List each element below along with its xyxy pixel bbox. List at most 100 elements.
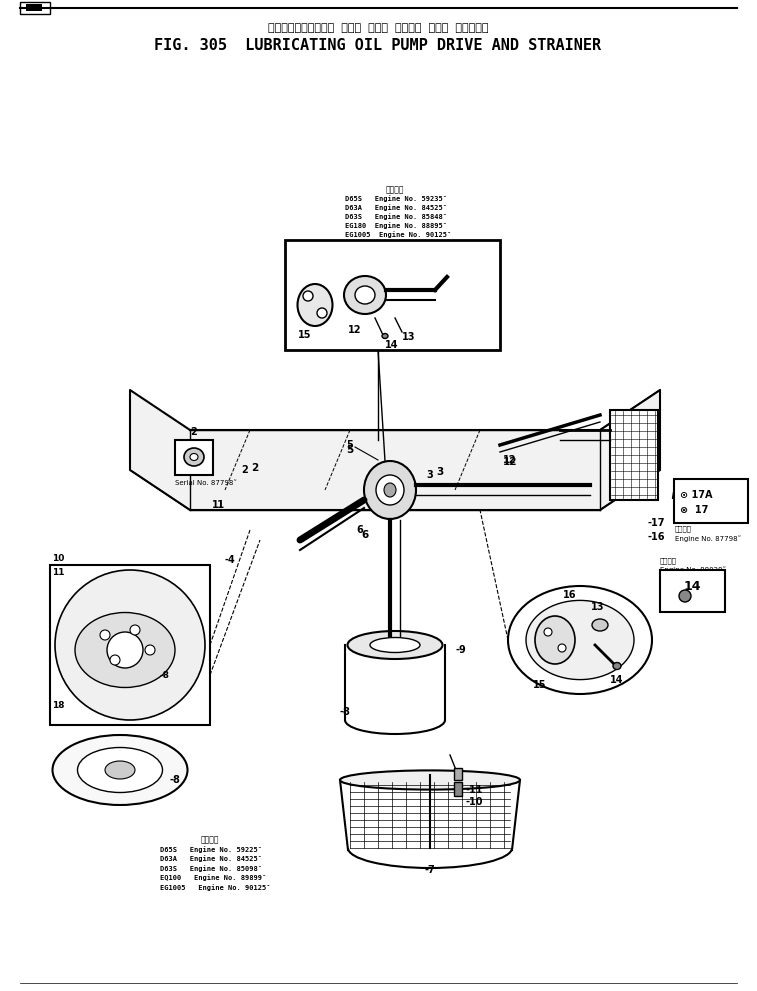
Ellipse shape (370, 637, 420, 652)
Ellipse shape (105, 761, 135, 779)
Ellipse shape (592, 619, 608, 631)
Text: 14: 14 (684, 580, 701, 593)
Ellipse shape (376, 475, 404, 505)
Text: ルーブリケーティング  オイル  ポンプ  ドライブ  および  ストレーナ: ルーブリケーティング オイル ポンプ ドライブ および ストレーナ (268, 23, 488, 33)
Text: -8: -8 (339, 707, 350, 717)
Text: D65S   Engine No. 59225˜: D65S Engine No. 59225˜ (160, 846, 262, 853)
Text: EG1005   Engine No. 90125˜: EG1005 Engine No. 90125˜ (160, 884, 270, 891)
Bar (20, 2, 50, 14)
Text: -8: -8 (170, 775, 181, 785)
Text: -16: -16 (648, 532, 665, 542)
Text: 15: 15 (298, 330, 312, 340)
Text: D63A   Engine No. 84525˜: D63A Engine No. 84525˜ (345, 204, 447, 211)
Text: 15: 15 (533, 680, 547, 690)
Text: Engine No. 88028˜: Engine No. 88028˜ (660, 566, 726, 573)
Text: 16: 16 (563, 590, 577, 600)
Text: 13: 13 (591, 602, 605, 612)
Text: 1: 1 (217, 500, 223, 510)
Polygon shape (130, 390, 660, 510)
Text: 6: 6 (361, 530, 369, 540)
Text: D63A   Engine No. 84525˜: D63A Engine No. 84525˜ (160, 855, 262, 862)
Ellipse shape (344, 276, 386, 314)
Text: 13: 13 (402, 332, 416, 342)
Circle shape (110, 655, 120, 665)
Text: 2: 2 (251, 463, 259, 473)
Text: Serial No. 87798˜: Serial No. 87798˜ (175, 480, 237, 486)
Circle shape (558, 644, 566, 652)
Ellipse shape (526, 601, 634, 680)
Ellipse shape (317, 308, 327, 318)
Text: 12: 12 (503, 457, 517, 467)
Ellipse shape (298, 284, 332, 326)
Text: -11: -11 (465, 785, 482, 795)
Circle shape (544, 628, 552, 636)
Ellipse shape (535, 616, 575, 664)
Bar (660, 570, 725, 612)
Ellipse shape (190, 454, 198, 461)
Text: -17: -17 (648, 518, 665, 528)
Text: FIG. 305  LUBRICATING OIL PUMP DRIVE AND STRAINER: FIG. 305 LUBRICATING OIL PUMP DRIVE AND … (154, 39, 602, 54)
Ellipse shape (52, 735, 188, 805)
Text: 適用番号: 適用番号 (660, 557, 677, 564)
Circle shape (100, 630, 110, 640)
Text: EQ100   Engine No. 89899˜: EQ100 Engine No. 89899˜ (160, 874, 266, 881)
Text: 10: 10 (52, 554, 64, 563)
Text: EG1005  Engine No. 90125˜: EG1005 Engine No. 90125˜ (345, 231, 451, 238)
Ellipse shape (508, 586, 652, 694)
Circle shape (145, 645, 155, 655)
Bar (610, 410, 658, 500)
Ellipse shape (613, 663, 621, 670)
Circle shape (55, 570, 205, 720)
Text: ⊗  17: ⊗ 17 (680, 505, 709, 515)
Ellipse shape (184, 448, 204, 466)
Text: 3: 3 (427, 470, 433, 480)
Text: 6: 6 (357, 525, 363, 535)
Text: 18: 18 (52, 701, 64, 710)
Text: -8: -8 (160, 671, 170, 680)
Text: ⊙ 17A: ⊙ 17A (680, 490, 712, 500)
Ellipse shape (364, 461, 416, 519)
Text: D63S   Engine No. 85848˜: D63S Engine No. 85848˜ (345, 213, 447, 220)
Text: 14: 14 (610, 675, 624, 685)
Text: 5: 5 (347, 445, 354, 455)
Bar (26, 4, 42, 11)
Ellipse shape (355, 286, 375, 304)
FancyBboxPatch shape (674, 479, 748, 523)
Text: 12: 12 (348, 325, 362, 335)
Text: 適用番号: 適用番号 (52, 580, 70, 589)
Text: D65S   Engine No. 59235˜: D65S Engine No. 59235˜ (345, 195, 447, 202)
Ellipse shape (75, 612, 175, 688)
Text: 11: 11 (52, 568, 64, 577)
Text: -7: -7 (425, 865, 435, 875)
Text: 3: 3 (436, 467, 444, 477)
Text: -9: -9 (455, 645, 466, 655)
Bar (50, 565, 210, 725)
Text: 5: 5 (347, 440, 354, 450)
Text: GD31 Engine No. 58393˜: GD31 Engine No. 58393˜ (52, 592, 145, 599)
Circle shape (107, 632, 143, 668)
Text: -10: -10 (465, 797, 482, 807)
Ellipse shape (340, 770, 520, 790)
Text: 2: 2 (241, 465, 248, 475)
Ellipse shape (77, 747, 163, 793)
Text: D63S   Engine No. 85098˜: D63S Engine No. 85098˜ (160, 865, 262, 872)
Ellipse shape (382, 334, 388, 339)
Text: 適用番号: 適用番号 (386, 185, 404, 194)
Text: 適用番号: 適用番号 (675, 525, 692, 531)
Circle shape (679, 590, 691, 602)
Text: 1: 1 (212, 500, 218, 510)
Circle shape (130, 625, 140, 635)
Text: GD37 Engine No. 84836˜: GD37 Engine No. 84836˜ (52, 602, 145, 608)
Text: 2: 2 (191, 427, 198, 437)
Text: -4: -4 (224, 555, 235, 565)
Text: EG180  Engine No. 88895˜: EG180 Engine No. 88895˜ (345, 222, 447, 229)
Ellipse shape (384, 483, 396, 497)
Text: 12: 12 (503, 455, 517, 465)
Text: Engine No. 87798˜: Engine No. 87798˜ (675, 535, 741, 542)
Bar (454, 782, 462, 796)
Ellipse shape (347, 631, 443, 659)
Text: 適用番号: 適用番号 (201, 835, 220, 844)
Ellipse shape (303, 291, 313, 301)
Bar (175, 440, 213, 475)
Text: 14: 14 (385, 340, 398, 350)
